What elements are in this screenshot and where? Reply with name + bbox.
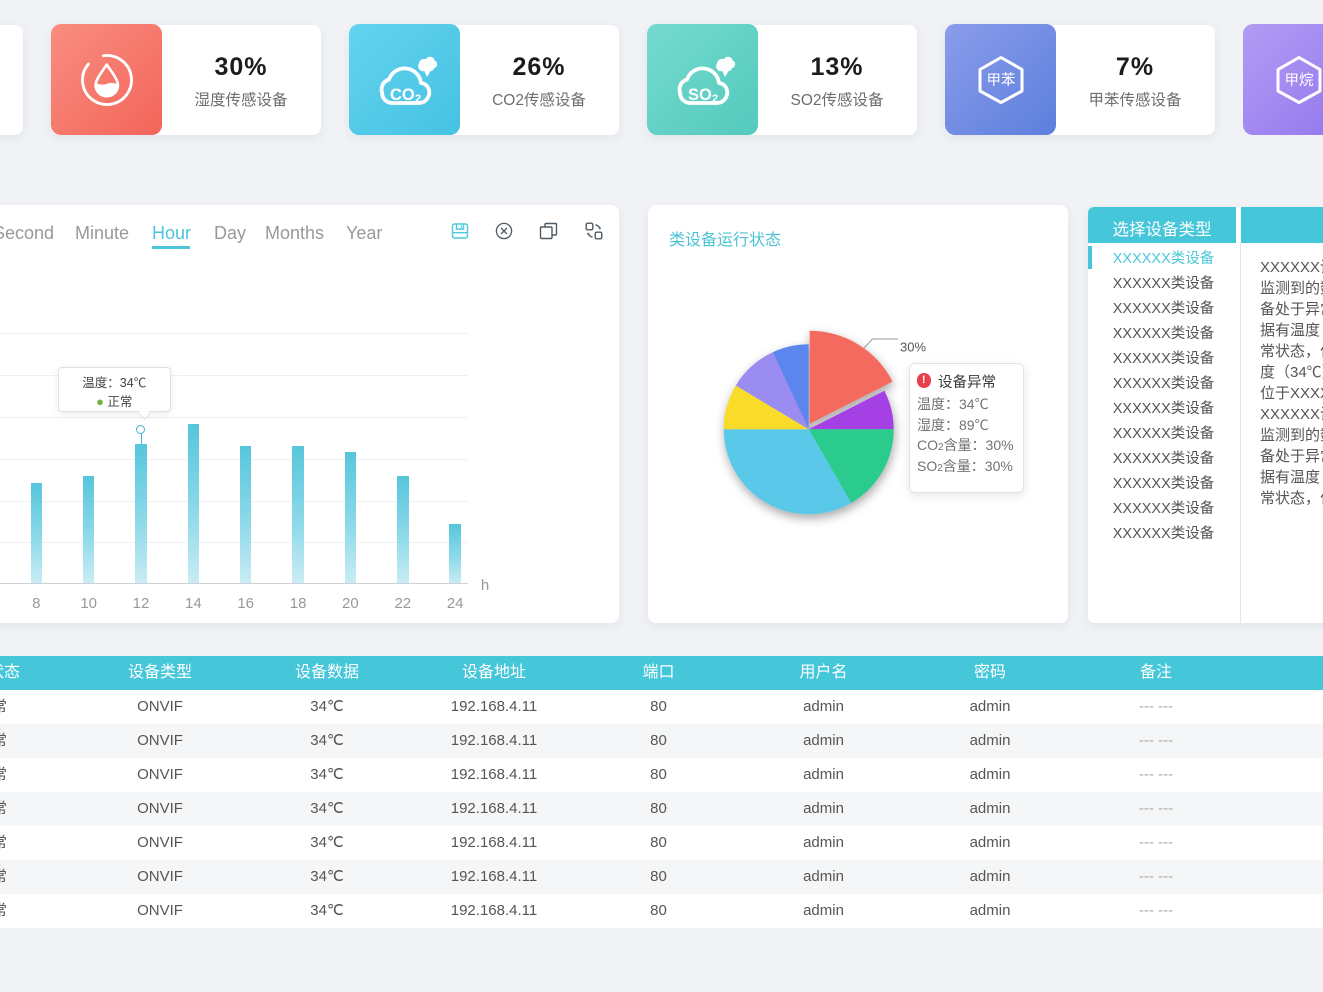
svg-text:甲苯: 甲苯 [986,72,1015,89]
svg-text:2: 2 [712,93,718,105]
svg-text:CO: CO [390,86,415,104]
svg-text:30%: 30% [900,340,926,355]
svg-text:甲烷: 甲烷 [1284,72,1313,89]
svg-text:SO: SO [688,86,712,104]
svg-text:2: 2 [415,93,421,105]
